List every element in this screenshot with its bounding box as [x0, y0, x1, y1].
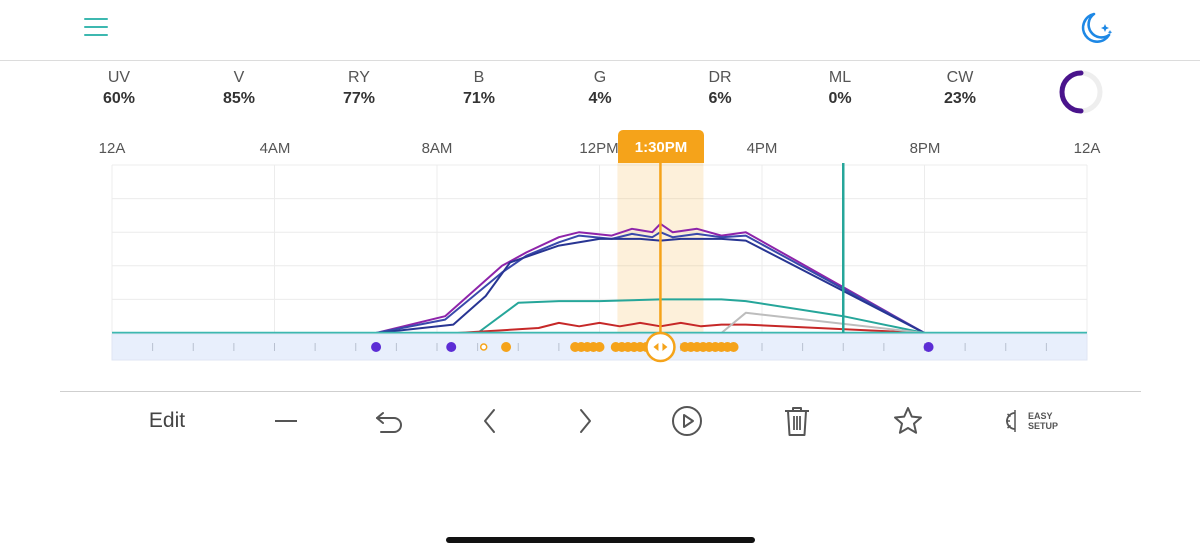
time-label: 12PM	[579, 140, 619, 157]
time-label: 4PM	[746, 140, 778, 157]
easy-setup-label: EASY SETUP	[1028, 411, 1058, 431]
remove-button[interactable]	[266, 396, 306, 446]
channel-name: CW	[946, 69, 974, 86]
channel-name: V	[233, 69, 245, 86]
undo-icon	[376, 412, 402, 433]
channel-value: 77%	[342, 90, 376, 107]
play-button[interactable]	[665, 396, 709, 446]
trash-icon	[785, 407, 809, 436]
edit-button[interactable]: Edit	[148, 409, 186, 432]
time-label: 12A	[1073, 140, 1101, 157]
channel-value: 0%	[828, 90, 852, 107]
moon-stars-icon[interactable]	[1072, 8, 1116, 52]
channel-v[interactable]: V 85%	[194, 68, 284, 110]
channel-value: 23%	[943, 90, 977, 107]
channel-ml[interactable]: ML 0%	[795, 68, 885, 110]
channel-dr[interactable]: DR 6%	[675, 68, 765, 110]
channel-name: RY	[348, 69, 370, 86]
intensity-ring[interactable]	[1058, 69, 1104, 115]
channel-value: 85%	[222, 90, 256, 107]
chevron-right-icon	[580, 409, 591, 433]
home-indicator[interactable]	[446, 537, 755, 543]
channel-name: DR	[708, 69, 732, 86]
time-label: 4AM	[259, 140, 291, 157]
channel-value: 71%	[462, 90, 496, 107]
channel-value: 6%	[708, 90, 732, 107]
channel-name: ML	[828, 69, 852, 86]
channel-uv[interactable]: UV 60%	[74, 68, 164, 110]
time-axis: 12A 4AM 8AM 12PM 4PM 8PM 12A	[0, 140, 1200, 160]
channel-value: 4%	[588, 90, 612, 107]
toolbar-divider	[60, 391, 1141, 392]
series-line	[112, 222, 1087, 334]
series-line	[112, 237, 1087, 334]
bottom-toolbar: Edit	[0, 396, 1200, 446]
time-label: 8AM	[421, 140, 453, 157]
undo-button[interactable]	[368, 396, 412, 446]
play-icon	[672, 406, 702, 436]
current-time-badge[interactable]: 1:30PM	[618, 130, 704, 163]
chart-grid	[111, 164, 1088, 334]
timeline-dot	[371, 342, 382, 352]
minus-icon	[275, 420, 297, 422]
timeline-dot	[728, 342, 739, 352]
easy-setup-button[interactable]: EASY SETUP	[998, 396, 1064, 446]
timeline-dot	[594, 342, 605, 352]
favorite-button[interactable]	[886, 396, 930, 446]
star-icon	[894, 407, 922, 434]
easy-setup-line1: EASY	[1027, 411, 1053, 421]
channel-name: UV	[107, 69, 131, 86]
timeline-dot	[501, 342, 512, 352]
light-schedule-chart[interactable]	[0, 0, 1200, 380]
easy-setup-line2: SETUP	[1027, 421, 1058, 431]
previous-button[interactable]	[470, 396, 510, 446]
time-label: 12A	[98, 140, 126, 157]
next-button[interactable]	[565, 396, 605, 446]
timeline-dot	[923, 342, 934, 352]
menu-icon[interactable]	[84, 18, 108, 40]
channel-cw[interactable]: CW 23%	[915, 68, 1005, 110]
delete-button[interactable]	[775, 396, 819, 446]
series-line	[112, 321, 1087, 334]
easy-setup-icon	[1005, 410, 1016, 432]
channel-name: B	[473, 69, 485, 86]
channel-b[interactable]: B 71%	[434, 68, 524, 110]
top-bar	[0, 0, 1200, 61]
channel-ry[interactable]: RY 77%	[314, 68, 404, 110]
channel-value: 60%	[102, 90, 136, 107]
channel-g[interactable]: G 4%	[555, 68, 645, 110]
chevron-left-icon	[484, 409, 495, 433]
intensity-ring-arc	[1059, 70, 1084, 114]
timeline-dot	[479, 343, 488, 351]
time-label: 8PM	[909, 140, 941, 157]
channel-name: G	[593, 69, 607, 86]
timeline-dots	[371, 342, 934, 352]
timeline-dot	[446, 342, 457, 352]
time-cursor-handle[interactable]	[645, 331, 676, 363]
channel-readouts: UV 60% V 85% RY 77% B 71% G 4% DR 6% ML …	[0, 68, 1200, 118]
series-line	[112, 231, 1087, 334]
